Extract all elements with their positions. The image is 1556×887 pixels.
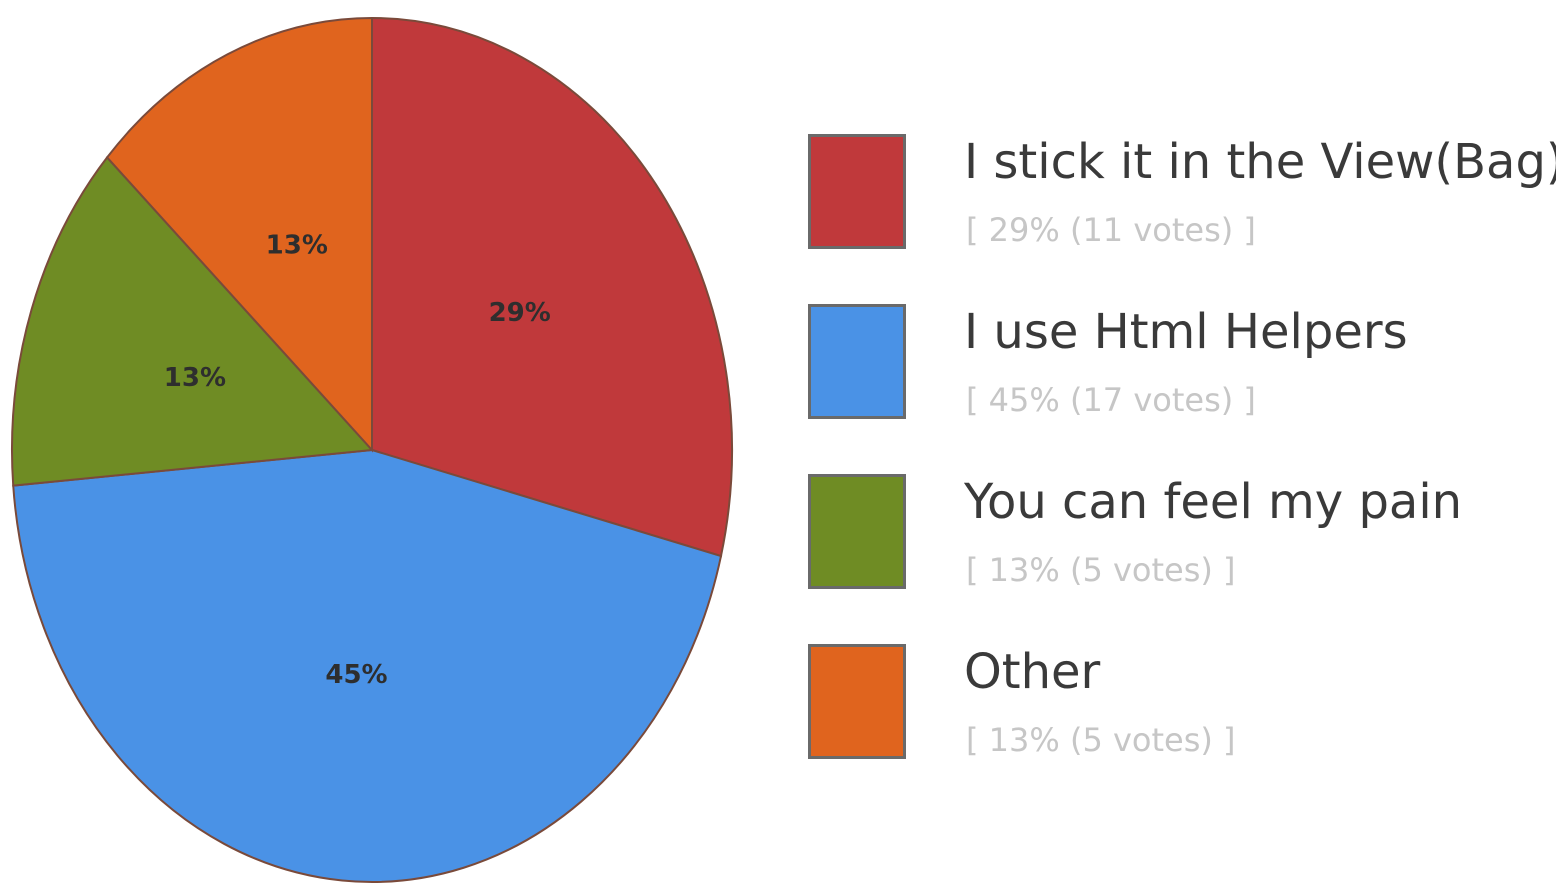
- legend-item-view-bag: I stick it in the View(Bag) [ 29% (11 vo…: [808, 132, 1556, 302]
- legend-swatch-view-bag: [808, 134, 906, 249]
- slice-label-other: 13%: [266, 230, 328, 260]
- legend-item-html-helpers: I use Html Helpers [ 45% (17 votes) ]: [808, 302, 1548, 472]
- slice-other: [105, 16, 373, 453]
- legend-detail-html-helpers: [ 45% (17 votes) ]: [966, 381, 1256, 419]
- legend: I stick it in the View(Bag) [ 29% (11 vo…: [808, 132, 1556, 812]
- slice-label-html-helpers: 45%: [325, 660, 387, 690]
- legend-label-other: Other: [964, 644, 1101, 700]
- slice-label-feel-my-pain: 13%: [164, 363, 226, 393]
- legend-label-html-helpers: I use Html Helpers: [964, 304, 1408, 360]
- legend-swatch-feel-my-pain: [808, 474, 906, 589]
- legend-label-feel-my-pain: You can feel my pain: [964, 474, 1463, 530]
- legend-item-feel-my-pain: You can feel my pain [ 13% (5 votes) ]: [808, 472, 1548, 642]
- legend-swatch-other: [808, 644, 906, 759]
- legend-detail-view-bag: [ 29% (11 votes) ]: [966, 211, 1256, 249]
- slice-label-view-bag: 29%: [489, 298, 551, 328]
- slice-html-helpers: [12, 448, 723, 883]
- legend-detail-other: [ 13% (5 votes) ]: [966, 721, 1236, 759]
- legend-label-view-bag: I stick it in the View(Bag): [964, 134, 1556, 190]
- legend-swatch-html-helpers: [808, 304, 906, 419]
- legend-detail-feel-my-pain: [ 13% (5 votes) ]: [966, 551, 1236, 589]
- pie-chart: 29% 45% 13% 13%: [11, 16, 733, 883]
- slice-feel-my-pain: [11, 155, 375, 487]
- slice-view-bag: [371, 16, 733, 558]
- legend-item-other: Other [ 13% (5 votes) ]: [808, 642, 1548, 812]
